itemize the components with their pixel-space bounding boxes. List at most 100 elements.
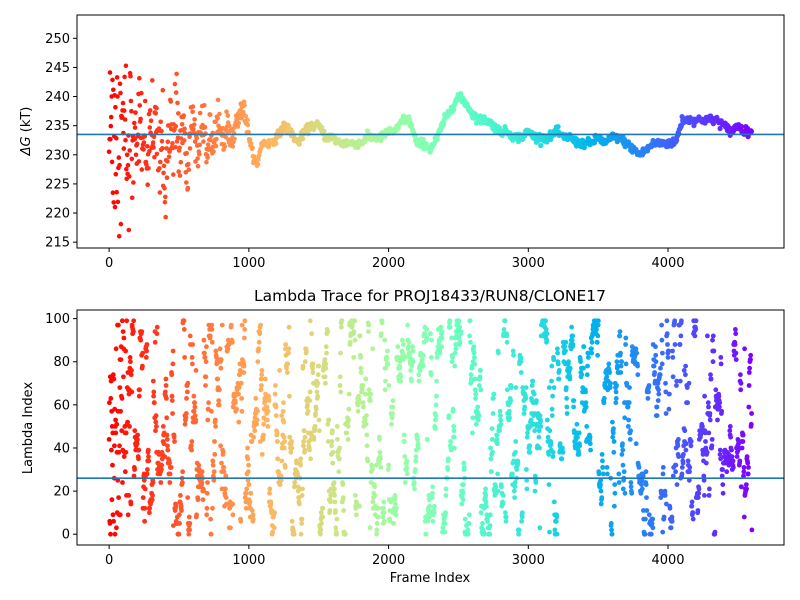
delta-g-point [217,111,222,117]
lambda-point [413,467,418,472]
delta-g-point [161,163,167,169]
lambda-point [688,439,694,444]
delta-g-point [147,125,153,130]
lambda-point [668,525,674,531]
lambda-point [238,518,244,524]
delta-g-point [241,99,247,105]
lambda-point [659,322,664,328]
lambda-point [450,406,456,412]
lambda-point [401,432,407,438]
lambda-point [409,378,414,384]
lambda-point [491,391,497,397]
delta-g-point [111,200,116,205]
lambda-point [705,333,710,339]
lambda-point [495,488,501,494]
x-tick-label: 0 [105,553,113,568]
delta-g-point [205,155,210,160]
lambda-point [357,503,362,509]
delta-g-point [171,172,176,177]
lambda-point [432,503,437,509]
lambda-point [404,458,410,464]
lambda-point [468,339,473,345]
lambda-point [550,449,556,455]
lambda-point [648,531,654,537]
lambda-point [299,521,305,526]
lambda-point [113,417,118,423]
lambda-point [404,471,410,477]
lambda-point [409,363,415,369]
lambda-point [261,421,267,427]
lambda-point [278,477,284,483]
lambda-point [169,393,175,399]
lambda-point [270,529,275,535]
lambda-point [487,512,493,518]
lambda-point [560,445,565,451]
lambda-point [244,486,250,492]
lambda-point [333,508,338,513]
lambda-point [503,518,509,524]
lambda-point [611,426,616,431]
y-tick-label: 245 [45,61,70,76]
delta-g-point [124,152,130,158]
lambda-point [144,471,150,477]
lambda-point [740,432,746,438]
lambda-point [442,529,448,535]
lambda-point [230,512,236,518]
lambda-point [475,417,481,423]
lambda-point [710,337,715,343]
lambda-point [570,342,576,347]
lambda-point [745,471,751,477]
lambda-point [380,514,386,520]
lambda-point [536,434,542,440]
lambda-point [554,531,560,537]
delta-g-point [176,111,181,116]
lambda-point [224,501,229,507]
lambda-point [574,421,580,427]
lambda-point [471,344,477,350]
lambda-point [164,396,169,401]
lambda-point [708,372,713,378]
lambda-point [128,501,134,507]
lambda-point [442,521,448,526]
lambda-point [374,531,379,537]
lambda-point [319,521,324,526]
lambda-point [401,342,406,347]
lambda-point [453,342,459,347]
lambda-point [154,424,159,429]
lambda-point [402,454,408,459]
lambda-point [534,398,539,403]
lambda-point [154,324,160,330]
delta-g-point [121,108,127,113]
lambda-point [598,488,604,494]
delta-g-point [738,123,745,129]
lambda-point [250,512,256,518]
lambda-point [660,465,666,470]
lambda-point [555,346,560,352]
lambda-point [110,372,116,378]
lambda-point [196,462,202,468]
lambda-point [412,486,417,492]
lambda-point [342,531,348,537]
lambda-point [372,484,377,490]
lambda-points [106,318,755,537]
lambda-point [379,320,385,326]
lambda-point [207,333,213,339]
lambda-point [236,385,242,390]
lambda-point [686,380,692,386]
lambda-point [181,318,187,324]
lambda-point [419,357,425,362]
lambda-point [677,342,683,347]
lambda-point [478,368,483,373]
lambda-point [739,445,745,451]
lambda-point [335,437,340,442]
lambda-point [587,434,593,440]
lambda-point [360,400,366,406]
lambda-point [239,408,245,414]
lambda-point [311,437,317,442]
lambda-point [254,421,260,427]
lambda-point [718,456,723,462]
lambda-point [307,389,313,395]
delta-g-point [142,98,148,104]
lambda-point [672,318,678,324]
lambda-point [618,370,624,375]
